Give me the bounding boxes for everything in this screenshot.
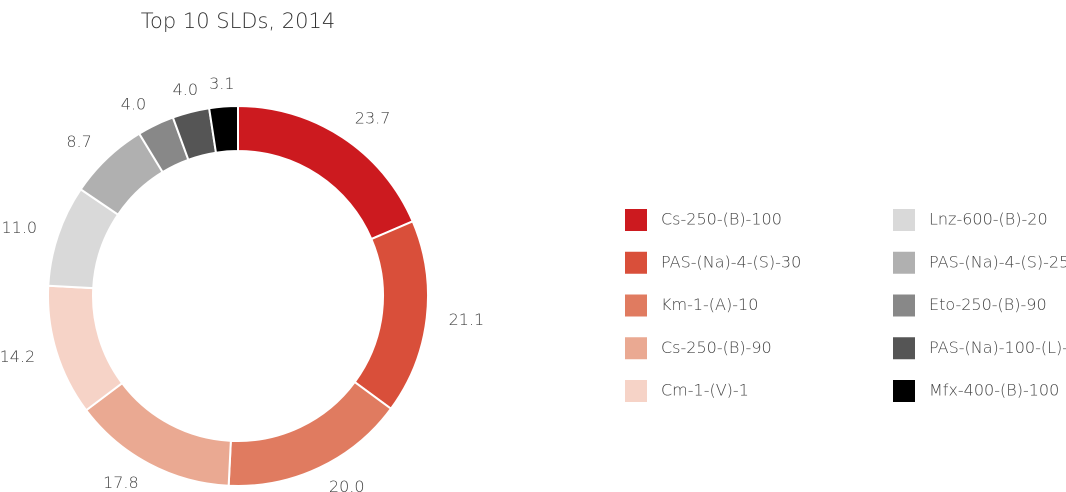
data-label: 14.2 — [0, 347, 35, 366]
legend-label: PAS-(Na)-4-(S)-30 — [661, 252, 801, 271]
data-label: 23.7 — [355, 109, 391, 128]
donut-segment — [227, 380, 393, 487]
legend-label: Mfx-400-(B)-100 — [929, 381, 1059, 400]
data-label: 4.0 — [121, 94, 146, 113]
data-label: 11.0 — [1, 218, 37, 237]
chart-title: Top 10 SLDs, 2014 — [141, 9, 335, 33]
legend-label: PAS-(Na)-4-(S)-25 — [929, 252, 1066, 271]
legend-swatch — [893, 209, 915, 231]
donut-segment — [84, 381, 232, 487]
donut-segment — [47, 284, 124, 412]
data-label: 4.0 — [173, 80, 198, 99]
legend-swatch — [625, 294, 647, 317]
donut-segment — [207, 104, 239, 154]
legend-label: Eto-250-(B)-90 — [929, 295, 1047, 314]
legend-swatch — [893, 337, 915, 360]
donut-segment — [353, 220, 429, 411]
legend-swatch — [893, 294, 915, 317]
legend-swatch — [893, 251, 915, 274]
legend-swatch — [625, 337, 647, 360]
legend-label: Lnz-600-(B)-20 — [929, 210, 1048, 229]
legend-swatch — [625, 209, 647, 231]
legend-label: Cs-250-(B)-100 — [661, 210, 782, 229]
data-label: 21.1 — [449, 310, 485, 329]
legend-label: PAS-(Na)-100-(L)-1 — [929, 338, 1066, 357]
legend-swatch — [893, 380, 915, 402]
data-label: 3.1 — [209, 74, 234, 93]
legend-swatch — [625, 251, 647, 274]
data-label: 20.0 — [329, 477, 365, 492]
legend-label: Cs-250-(B)-90 — [661, 338, 772, 357]
legend-label: Km-1-(A)-10 — [661, 295, 758, 314]
legend-swatch — [625, 380, 647, 402]
data-label: 8.7 — [66, 132, 91, 151]
data-label: 17.8 — [103, 473, 139, 492]
legend-label: Cm-1-(V)-1 — [661, 381, 749, 400]
